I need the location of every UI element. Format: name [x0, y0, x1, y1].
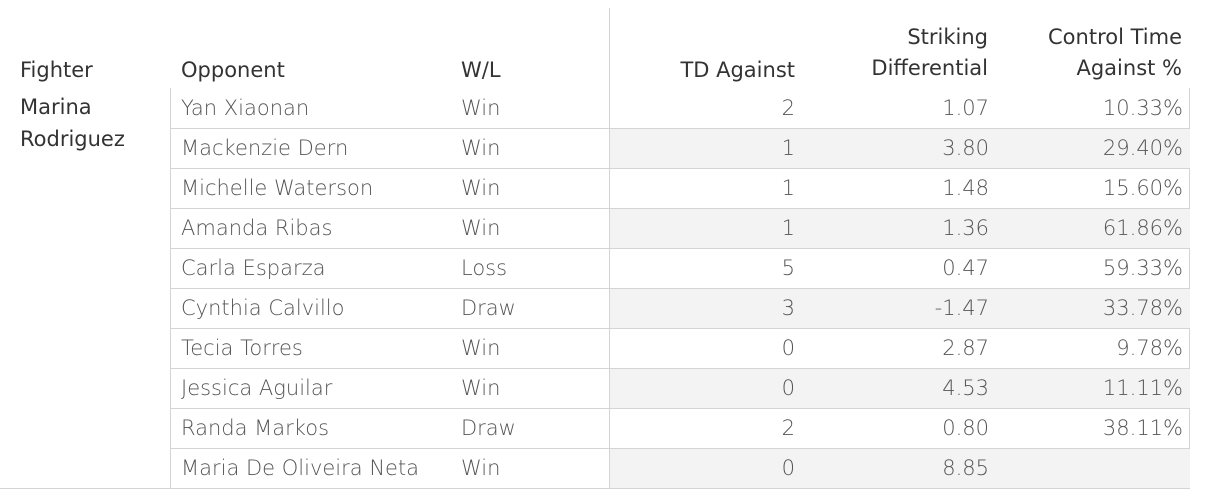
fighter-name: Marina Rodriguez	[20, 91, 170, 155]
row-stripe	[610, 128, 1190, 168]
control-time-against-cell: 15.60%	[1102, 176, 1183, 200]
opponent-cell: Yan Xiaonan	[181, 96, 310, 120]
td-against-cell: 0	[781, 336, 795, 360]
wl-cell: Win	[461, 456, 501, 480]
header-opponent: Opponent	[181, 58, 285, 82]
td-against-cell: 2	[781, 416, 795, 440]
striking-differential-cell: 0.80	[942, 416, 989, 440]
striking-differential-cell: 2.87	[942, 336, 989, 360]
fighter-name-line1: Marina	[20, 95, 92, 119]
control-time-against-cell: 10.33%	[1102, 96, 1183, 120]
table-row: Michelle Waterson Win 1 1.48 15.60%	[170, 168, 1190, 208]
opponent-cell: Cynthia Calvillo	[181, 296, 345, 320]
fighter-name-line2: Rodriguez	[20, 127, 125, 151]
opponent-cell: Randa Markos	[181, 416, 330, 440]
control-time-against-cell: 29.40%	[1102, 136, 1183, 160]
header-fighter: Fighter	[20, 58, 93, 82]
table-bottom-border	[0, 488, 1190, 489]
wl-cell: Win	[461, 96, 501, 120]
control-time-against-cell: 61.86%	[1102, 216, 1183, 240]
wl-cell: Loss	[461, 256, 508, 280]
opponent-cell: Jessica Aguilar	[181, 376, 333, 400]
row-divider	[170, 328, 1190, 329]
row-stripe	[610, 368, 1190, 408]
row-divider	[170, 448, 1190, 449]
row-divider	[170, 128, 1190, 129]
striking-differential-cell: 1.07	[942, 96, 989, 120]
wl-cell: Win	[461, 376, 501, 400]
td-against-cell: 0	[781, 456, 795, 480]
td-against-cell: 3	[781, 296, 795, 320]
striking-differential-cell: 0.47	[942, 256, 989, 280]
wl-cell: Win	[461, 176, 501, 200]
control-time-against-cell: 33.78%	[1102, 296, 1183, 320]
header-control-time-line2: Against %	[1076, 56, 1182, 80]
striking-differential-cell: 1.48	[942, 176, 989, 200]
control-time-against-cell: 38.11%	[1102, 416, 1183, 440]
header-control-time-line1: Control Time	[1048, 25, 1182, 49]
opponent-cell: Maria De Oliveira Neta	[181, 456, 420, 480]
opponent-cell: Michelle Waterson	[181, 176, 374, 200]
header-wl: W/L	[461, 58, 501, 82]
table-row: Randa Markos Draw 2 0.80 38.11%	[170, 408, 1190, 448]
opponent-cell: Tecia Torres	[181, 336, 303, 360]
td-against-cell: 1	[781, 136, 795, 160]
table-row: Cynthia Calvillo Draw 3 -1.47 33.78%	[170, 288, 1190, 328]
row-divider	[170, 248, 1190, 249]
wl-cell: Win	[461, 216, 501, 240]
control-time-against-cell: 9.78%	[1116, 336, 1183, 360]
striking-differential-cell: 8.85	[942, 456, 989, 480]
opponent-cell: Amanda Ribas	[181, 216, 333, 240]
table-row: Amanda Ribas Win 1 1.36 61.86%	[170, 208, 1190, 248]
wl-cell: Win	[461, 336, 501, 360]
striking-differential-cell: 3.80	[942, 136, 989, 160]
row-stripe	[610, 208, 1190, 248]
row-divider	[170, 288, 1190, 289]
td-against-cell: 5	[781, 256, 795, 280]
opponent-cell: Mackenzie Dern	[181, 136, 349, 160]
striking-differential-cell: -1.47	[934, 296, 989, 320]
table-row: Maria De Oliveira Neta Win 0 8.85	[170, 448, 1190, 488]
header-striking-differential-line1: Striking	[907, 25, 988, 49]
wl-cell: Draw	[461, 416, 516, 440]
opponent-cell: Carla Esparza	[181, 256, 326, 280]
table-row: Carla Esparza Loss 5 0.47 59.33%	[170, 248, 1190, 288]
wl-cell: Draw	[461, 296, 516, 320]
row-divider	[170, 208, 1190, 209]
row-stripe	[610, 288, 1190, 328]
td-against-cell: 0	[781, 376, 795, 400]
row-divider	[170, 408, 1190, 409]
table-row: Tecia Torres Win 0 2.87 9.78%	[170, 328, 1190, 368]
header-td-against: TD Against	[680, 58, 795, 82]
td-against-cell: 2	[781, 96, 795, 120]
table-row: Mackenzie Dern Win 1 3.80 29.40%	[170, 128, 1190, 168]
row-divider	[170, 168, 1190, 169]
header-striking-differential-line2: Differential	[871, 56, 988, 80]
td-against-cell: 1	[781, 216, 795, 240]
control-time-against-cell: 59.33%	[1102, 256, 1183, 280]
td-against-cell: 1	[781, 176, 795, 200]
row-divider	[170, 368, 1190, 369]
striking-differential-cell: 4.53	[942, 376, 989, 400]
table-row: Jessica Aguilar Win 0 4.53 11.11%	[170, 368, 1190, 408]
wl-cell: Win	[461, 136, 501, 160]
row-stripe	[610, 448, 1190, 488]
table-row: Yan Xiaonan Win 2 1.07 10.33%	[170, 88, 1190, 128]
control-time-against-cell: 11.11%	[1102, 376, 1183, 400]
striking-differential-cell: 1.36	[942, 216, 989, 240]
